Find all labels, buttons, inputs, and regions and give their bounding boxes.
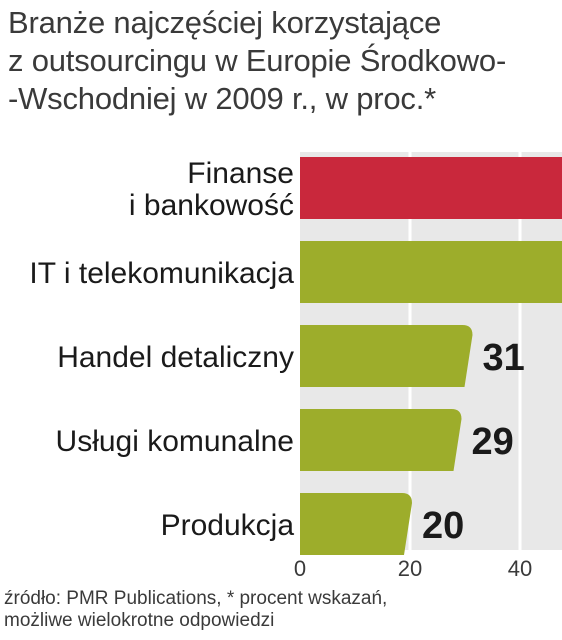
title-line-2: z outsourcingu w Europie Środkowo- xyxy=(8,43,507,78)
category-label-0-1: i bankowość xyxy=(129,189,294,222)
x-tick-label-2: 40 xyxy=(508,556,532,581)
bar-1 xyxy=(300,241,562,303)
category-label-0-0: Finanse xyxy=(187,157,294,190)
x-tick-label-1: 20 xyxy=(398,556,422,581)
category-label-3-0: Usługi komunalne xyxy=(56,425,294,458)
category-label-2-0: Handel detaliczny xyxy=(57,341,294,374)
source-line-1: źródło: PMR Publications, * procent wska… xyxy=(4,588,388,609)
title-line-1: Branże najczęściej korzystające xyxy=(8,5,442,40)
value-label-3: 29 xyxy=(472,421,514,463)
bar-2 xyxy=(300,325,473,387)
source-line-2: możliwe wielokrotne odpowiedzi xyxy=(4,610,275,631)
chart-title: Branże najczęściej korzystające z outsou… xyxy=(8,4,558,118)
x-tick-label-0: 0 xyxy=(294,556,306,581)
bar-3 xyxy=(300,409,462,471)
bar-0 xyxy=(300,157,562,219)
source-note: źródło: PMR Publications, * procent wska… xyxy=(4,588,560,632)
category-label-4-0: Produkcja xyxy=(161,509,295,542)
category-label-1-0: IT i telekomunikacja xyxy=(29,257,294,290)
value-label-4: 20 xyxy=(422,505,464,547)
title-line-3: -Wschodniej w 2009 r., w proc.* xyxy=(8,81,436,116)
bar-4 xyxy=(300,493,412,555)
value-label-2: 31 xyxy=(483,337,525,379)
